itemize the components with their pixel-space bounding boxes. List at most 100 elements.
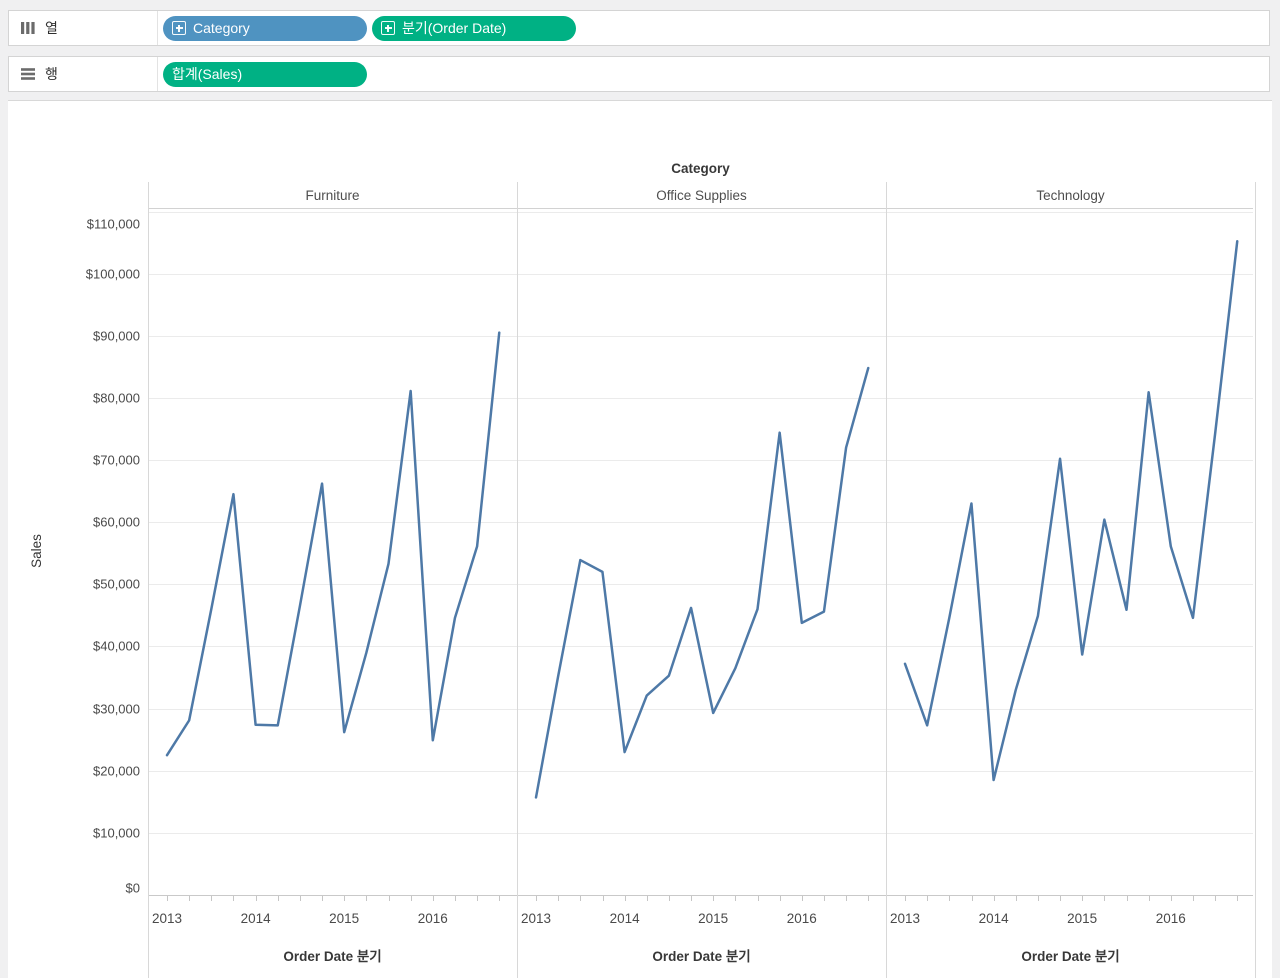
rows-shelf-label: 행 xyxy=(45,66,58,82)
x-axis-title: Order Date 분기 xyxy=(652,949,751,964)
x-axis-tick xyxy=(949,896,951,901)
x-axis-tick xyxy=(691,896,692,901)
x-axis-tick xyxy=(211,896,213,901)
x-axis-tick xyxy=(1215,896,1217,901)
rows-pill-area[interactable]: 합계(Sales) xyxy=(158,57,367,91)
panel-border xyxy=(517,182,518,978)
column-field-label: Category xyxy=(671,161,730,176)
x-axis-tick xyxy=(1082,896,1084,901)
x-axis-tick xyxy=(410,896,412,901)
y-axis-tick-label: $0 xyxy=(125,880,140,896)
panel-title: Office Supplies xyxy=(656,187,747,203)
x-axis-tick xyxy=(477,896,479,901)
x-axis-tick xyxy=(971,896,973,901)
x-axis-tick xyxy=(277,896,279,901)
x-axis-title: Order Date 분기 xyxy=(283,949,382,964)
pill-분기-order-date-[interactable]: 분기(Order Date) xyxy=(372,15,576,41)
x-axis-tick xyxy=(322,896,323,901)
x-axis-tick xyxy=(1148,896,1150,901)
x-axis-year-label: 2014 xyxy=(978,911,1009,926)
columns-shelf[interactable]: 열 Category 분기(Order Date) xyxy=(8,10,1270,46)
x-axis-tick xyxy=(366,896,368,901)
x-axis-tick xyxy=(1126,896,1128,901)
y-axis-tick-label: $40,000 xyxy=(93,638,140,654)
x-axis-year-label: 2014 xyxy=(240,911,271,926)
columns-shelf-header: 열 xyxy=(9,11,158,45)
x-axis-tick xyxy=(189,896,191,901)
chart-panel-technology[interactable] xyxy=(886,208,1255,895)
x-axis-tick xyxy=(255,896,257,901)
pill-합계-sales-[interactable]: 합계(Sales) xyxy=(163,61,367,87)
x-axis-tick xyxy=(993,896,995,901)
gridline xyxy=(148,522,1253,524)
y-axis-tick-label: $100,000 xyxy=(85,266,140,282)
x-axis-tick xyxy=(432,896,434,901)
x-axis-year-label: 2016 xyxy=(786,911,817,926)
panel-header-furniture[interactable]: Furniture xyxy=(148,182,517,208)
y-axis-tick-label: $110,000 xyxy=(86,216,140,232)
expand-hierarchy-icon[interactable] xyxy=(381,21,395,35)
gridline xyxy=(148,460,1253,461)
y-axis-title: Sales xyxy=(29,534,44,568)
x-axis-tick xyxy=(1037,896,1039,901)
sales-line-office-supplies[interactable] xyxy=(534,366,870,799)
x-axis-title: Order Date 분기 xyxy=(1021,949,1120,964)
gridline xyxy=(148,335,1253,337)
gridline xyxy=(148,584,1253,586)
y-axis-tick-label: $90,000 xyxy=(93,328,140,344)
columns-icon xyxy=(20,21,36,35)
rows-icon xyxy=(20,67,36,81)
chart-panel-furniture[interactable] xyxy=(148,208,517,895)
panel-border xyxy=(148,182,149,978)
x-axis-tick xyxy=(233,896,235,901)
panel-border xyxy=(886,182,887,978)
x-axis-tick xyxy=(1015,896,1017,901)
y-axis-tick-label: $80,000 xyxy=(93,390,140,406)
y-axis-tick-label: $20,000 xyxy=(93,763,140,779)
panel-header-divider xyxy=(148,208,1253,209)
expand-hierarchy-icon[interactable] xyxy=(172,21,186,35)
x-axis-tick xyxy=(536,896,537,901)
x-axis-tick xyxy=(167,896,168,901)
x-axis-tick xyxy=(927,896,929,901)
y-axis-tick-label: $30,000 xyxy=(93,701,140,717)
x-axis-tick xyxy=(846,896,848,901)
panel-header-office-supplies[interactable]: Office Supplies xyxy=(517,182,886,208)
gridline xyxy=(148,708,1253,710)
x-axis-year-label: 2014 xyxy=(609,911,640,926)
x-axis-tick xyxy=(299,896,301,901)
x-axis-tick xyxy=(499,896,501,901)
columns-shelf-label: 열 xyxy=(45,20,58,36)
panel-title: Technology xyxy=(1036,187,1105,203)
gridline xyxy=(148,273,1253,275)
x-axis-year-label: 2016 xyxy=(417,911,448,926)
x-axis-year-label: 2013 xyxy=(889,911,921,926)
sales-line-technology[interactable] xyxy=(903,240,1239,782)
y-axis-tick-label: $70,000 xyxy=(93,452,140,468)
x-axis-tick xyxy=(801,896,803,901)
x-axis-tick xyxy=(602,896,604,901)
rows-shelf[interactable]: 행 합계(Sales) xyxy=(8,56,1270,92)
x-axis-tick xyxy=(713,896,715,901)
x-axis-tick xyxy=(779,896,781,901)
panel-title: Furniture xyxy=(305,187,360,203)
sales-line-furniture[interactable] xyxy=(165,331,501,757)
x-axis-line xyxy=(148,895,1253,896)
x-axis-tick xyxy=(735,896,737,901)
x-axis-year-label: 2013 xyxy=(151,911,183,926)
x-axis-tick xyxy=(905,896,906,901)
x-axis-year-label: 2015 xyxy=(329,911,360,926)
x-axis-tick xyxy=(454,896,456,901)
pill-label: 분기(Order Date) xyxy=(402,20,507,36)
y-axis-tick-label: $10,000 xyxy=(93,825,140,841)
x-axis-tick xyxy=(624,896,626,901)
panel-header-technology[interactable]: Technology xyxy=(886,182,1255,208)
visualization-area: Category Furniture Office Supplies Technol… xyxy=(8,100,1272,978)
panel-border xyxy=(1255,182,1256,978)
gridline xyxy=(148,397,1253,399)
chart-panel-office-supplies[interactable] xyxy=(517,208,886,895)
gridline xyxy=(148,832,1253,834)
pill-category[interactable]: Category xyxy=(163,15,367,41)
columns-pill-area[interactable]: Category 분기(Order Date) xyxy=(158,11,576,45)
x-axis-tick xyxy=(668,896,670,901)
